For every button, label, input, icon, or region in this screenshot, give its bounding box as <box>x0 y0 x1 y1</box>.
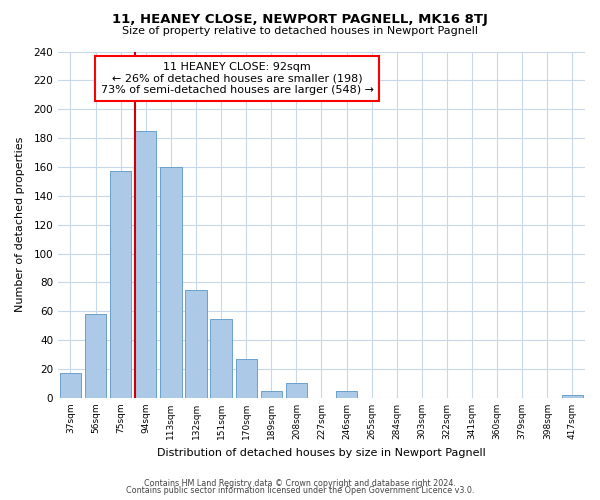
Bar <box>336 390 357 398</box>
Text: Contains public sector information licensed under the Open Government Licence v3: Contains public sector information licen… <box>126 486 474 495</box>
Bar <box>286 384 307 398</box>
Bar <box>60 374 81 398</box>
Bar <box>562 395 583 398</box>
Bar <box>110 172 131 398</box>
Text: Size of property relative to detached houses in Newport Pagnell: Size of property relative to detached ho… <box>122 26 478 36</box>
X-axis label: Distribution of detached houses by size in Newport Pagnell: Distribution of detached houses by size … <box>157 448 486 458</box>
Bar <box>85 314 106 398</box>
Text: 11, HEANEY CLOSE, NEWPORT PAGNELL, MK16 8TJ: 11, HEANEY CLOSE, NEWPORT PAGNELL, MK16 … <box>112 12 488 26</box>
Bar <box>260 390 282 398</box>
Text: 11 HEANEY CLOSE: 92sqm
← 26% of detached houses are smaller (198)
73% of semi-de: 11 HEANEY CLOSE: 92sqm ← 26% of detached… <box>101 62 374 95</box>
Bar <box>185 290 206 398</box>
Bar <box>236 359 257 398</box>
Bar <box>135 131 157 398</box>
Bar <box>211 318 232 398</box>
Bar <box>160 167 182 398</box>
Y-axis label: Number of detached properties: Number of detached properties <box>15 137 25 312</box>
Text: Contains HM Land Registry data © Crown copyright and database right 2024.: Contains HM Land Registry data © Crown c… <box>144 478 456 488</box>
